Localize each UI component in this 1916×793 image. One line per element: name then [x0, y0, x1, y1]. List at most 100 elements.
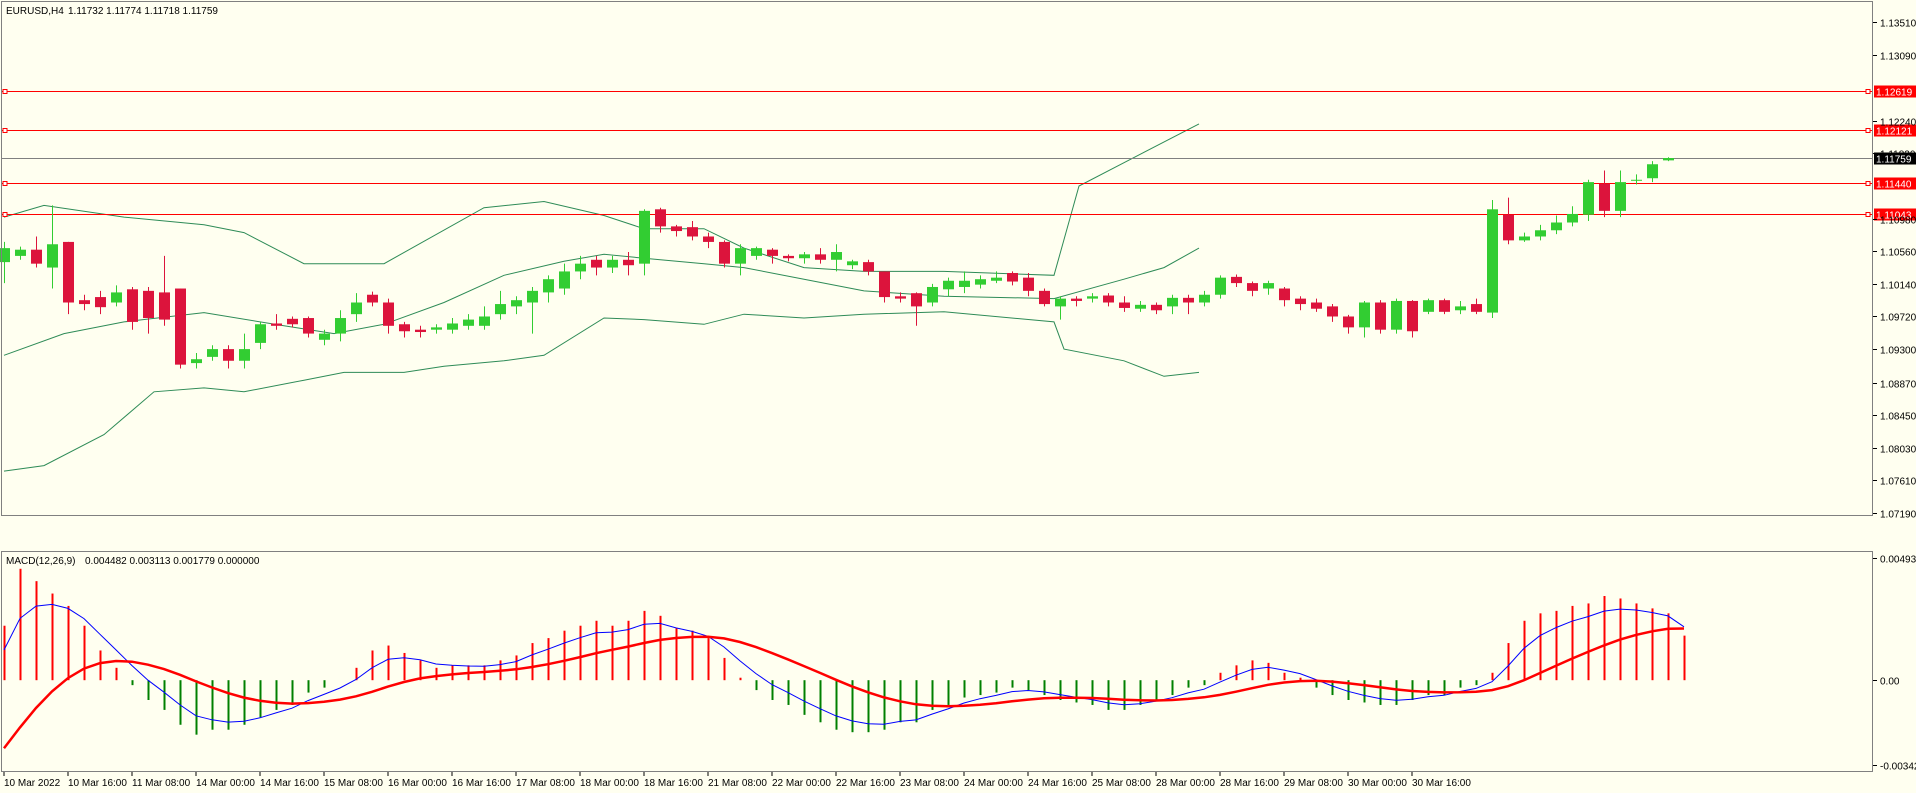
- bearish-candle[interactable]: [655, 209, 666, 227]
- bearish-candle[interactable]: [1103, 295, 1114, 303]
- bullish-candle[interactable]: [255, 324, 266, 343]
- bullish-candle[interactable]: [527, 290, 538, 303]
- bearish-candle[interactable]: [127, 289, 138, 322]
- bearish-candle[interactable]: [1503, 214, 1514, 241]
- bullish-candle[interactable]: [1487, 209, 1498, 313]
- bearish-candle[interactable]: [143, 290, 154, 319]
- bullish-candle[interactable]: [1647, 164, 1658, 179]
- bearish-candle[interactable]: [879, 271, 890, 298]
- bullish-candle[interactable]: [1423, 300, 1434, 312]
- bullish-candle[interactable]: [1631, 179, 1642, 181]
- bullish-candle[interactable]: [495, 304, 506, 315]
- bearish-candle[interactable]: [703, 236, 714, 242]
- bullish-candle[interactable]: [479, 316, 490, 326]
- bearish-candle[interactable]: [367, 294, 378, 303]
- bullish-candle[interactable]: [543, 279, 554, 293]
- bullish-candle[interactable]: [1087, 296, 1098, 299]
- bearish-candle[interactable]: [671, 226, 682, 232]
- bullish-candle[interactable]: [239, 349, 250, 361]
- bullish-candle[interactable]: [735, 248, 746, 264]
- bullish-candle[interactable]: [207, 349, 218, 357]
- bearish-candle[interactable]: [271, 323, 282, 326]
- bullish-candle[interactable]: [1263, 283, 1274, 289]
- bearish-candle[interactable]: [815, 254, 826, 260]
- bullish-candle[interactable]: [1535, 230, 1546, 237]
- bullish-candle[interactable]: [1359, 302, 1370, 328]
- bullish-candle[interactable]: [15, 249, 26, 256]
- level-handle[interactable]: [1865, 181, 1871, 186]
- bullish-candle[interactable]: [943, 280, 954, 290]
- bullish-candle[interactable]: [975, 279, 986, 285]
- bearish-candle[interactable]: [1407, 300, 1418, 332]
- bearish-candle[interactable]: [1247, 283, 1258, 291]
- bearish-candle[interactable]: [1231, 276, 1242, 284]
- bearish-candle[interactable]: [1071, 298, 1082, 301]
- bullish-candle[interactable]: [1167, 297, 1178, 307]
- bullish-candle[interactable]: [1135, 304, 1146, 309]
- bearish-candle[interactable]: [223, 349, 234, 361]
- bullish-candle[interactable]: [1551, 222, 1562, 231]
- bullish-candle[interactable]: [1391, 300, 1402, 330]
- bearish-candle[interactable]: [1311, 302, 1322, 309]
- bullish-candle[interactable]: [111, 292, 122, 303]
- bearish-candle[interactable]: [895, 296, 906, 299]
- bearish-candle[interactable]: [1007, 272, 1018, 282]
- bullish-candle[interactable]: [431, 327, 442, 330]
- bullish-candle[interactable]: [751, 248, 762, 256]
- bearish-candle[interactable]: [159, 292, 170, 320]
- level-handle[interactable]: [1865, 212, 1871, 217]
- level-handle[interactable]: [1865, 89, 1871, 94]
- bearish-candle[interactable]: [687, 227, 698, 237]
- bearish-candle[interactable]: [1295, 298, 1306, 305]
- bullish-candle[interactable]: [831, 252, 842, 260]
- bullish-candle[interactable]: [335, 318, 346, 334]
- bearish-candle[interactable]: [399, 324, 410, 332]
- bearish-candle[interactable]: [287, 318, 298, 325]
- bearish-candle[interactable]: [863, 262, 874, 272]
- bullish-candle[interactable]: [1455, 306, 1466, 311]
- price-pane[interactable]: [0, 89, 1872, 472]
- bearish-candle[interactable]: [175, 288, 186, 365]
- bullish-candle[interactable]: [1663, 158, 1674, 161]
- level-handle[interactable]: [2, 212, 8, 217]
- bearish-candle[interactable]: [591, 259, 602, 268]
- bullish-candle[interactable]: [463, 319, 474, 326]
- bearish-candle[interactable]: [31, 249, 42, 264]
- bearish-candle[interactable]: [1039, 290, 1050, 305]
- bullish-candle[interactable]: [319, 333, 330, 340]
- bullish-candle[interactable]: [191, 359, 202, 364]
- bearish-candle[interactable]: [719, 241, 730, 264]
- bearish-candle[interactable]: [623, 259, 634, 266]
- bearish-candle[interactable]: [1327, 306, 1338, 317]
- bullish-candle[interactable]: [1567, 213, 1578, 223]
- bullish-candle[interactable]: [511, 300, 522, 307]
- bearish-candle[interactable]: [911, 293, 922, 307]
- bearish-candle[interactable]: [415, 329, 426, 333]
- bullish-candle[interactable]: [847, 261, 858, 266]
- bullish-candle[interactable]: [927, 286, 938, 303]
- bullish-candle[interactable]: [799, 254, 810, 259]
- bullish-candle[interactable]: [559, 271, 570, 289]
- bullish-candle[interactable]: [1615, 182, 1626, 211]
- bearish-candle[interactable]: [95, 297, 106, 308]
- bullish-candle[interactable]: [47, 244, 58, 268]
- bearish-candle[interactable]: [1183, 297, 1194, 303]
- bullish-candle[interactable]: [1215, 277, 1226, 295]
- bearish-candle[interactable]: [783, 255, 794, 259]
- bearish-candle[interactable]: [1119, 302, 1130, 308]
- bearish-candle[interactable]: [383, 302, 394, 326]
- bearish-candle[interactable]: [1471, 304, 1482, 312]
- bearish-candle[interactable]: [1279, 288, 1290, 301]
- bearish-candle[interactable]: [1343, 316, 1354, 328]
- bullish-candle[interactable]: [639, 210, 650, 264]
- macd-pane[interactable]: [3, 568, 1686, 749]
- bullish-candle[interactable]: [0, 248, 10, 263]
- bullish-candle[interactable]: [1055, 298, 1066, 307]
- bullish-candle[interactable]: [1519, 236, 1530, 241]
- bullish-candle[interactable]: [1583, 182, 1594, 215]
- bullish-candle[interactable]: [1199, 294, 1210, 303]
- level-handle[interactable]: [1865, 128, 1871, 133]
- bearish-candle[interactable]: [1439, 300, 1450, 312]
- bullish-candle[interactable]: [447, 323, 458, 330]
